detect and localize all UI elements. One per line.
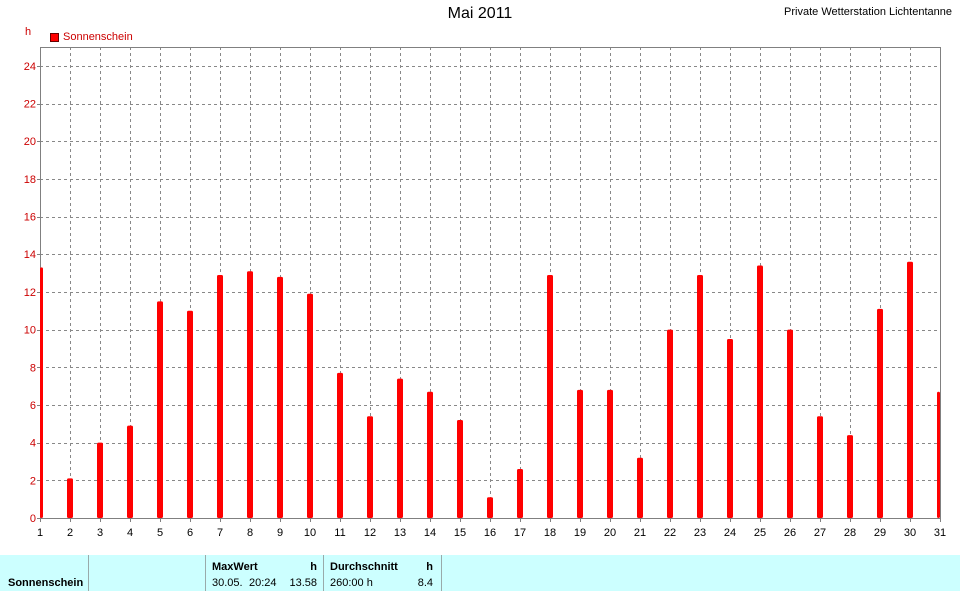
x-tick-label: 28 <box>844 527 856 539</box>
y-tick-label: 20 <box>24 136 36 148</box>
y-tick-label: 12 <box>24 287 36 299</box>
footer-avg-cell: Durchschnitt h 260:00 h 8.4 <box>324 555 442 591</box>
y-tick-label: 24 <box>24 61 36 73</box>
bar-day-14 <box>427 391 433 518</box>
x-tick-label: 1 <box>37 527 43 539</box>
bar-day-1 <box>40 267 43 518</box>
x-tick-label: 11 <box>334 527 345 539</box>
x-tick-label: 16 <box>484 527 496 539</box>
x-tick-label: 9 <box>277 527 283 539</box>
x-tick-label: 20 <box>604 527 616 539</box>
max-value: 13.58 <box>289 577 317 589</box>
y-tick-label: 0 <box>30 513 36 525</box>
max-date: 30.05. <box>212 577 243 589</box>
avg-total: 260:00 h <box>330 577 373 589</box>
max-time: 20:24 <box>249 577 277 589</box>
x-tick-label: 10 <box>304 527 316 539</box>
bar-day-25 <box>757 265 763 518</box>
x-tick-label: 13 <box>394 527 406 539</box>
max-header: MaxWert <box>212 561 258 573</box>
bar-day-31 <box>937 391 940 518</box>
y-axis-unit: h <box>25 26 32 38</box>
x-tick-label: 23 <box>694 527 706 539</box>
bar-day-12 <box>367 416 373 518</box>
statistics-footer: Sonnenschein MaxWert h 30.05. 20:24 13.5… <box>0 555 960 591</box>
avg-unit: h <box>426 561 433 573</box>
footer-max-cell: MaxWert h 30.05. 20:24 13.58 <box>206 555 324 591</box>
footer-row-label: Sonnenschein <box>8 577 84 589</box>
bar-day-21 <box>637 457 643 518</box>
x-tick-label: 5 <box>157 527 163 539</box>
x-tick-label: 18 <box>544 527 556 539</box>
x-tick-label: 29 <box>874 527 886 539</box>
legend-label: Sonnenschein <box>63 31 133 43</box>
x-tick-label: 22 <box>664 527 676 539</box>
x-tick-label: 4 <box>127 527 133 539</box>
avg-value: 8.4 <box>417 577 433 589</box>
max-unit: h <box>310 561 317 573</box>
x-tick-label: 19 <box>574 527 586 539</box>
bar-day-18 <box>547 274 553 518</box>
footer-label-cell: Sonnenschein <box>0 555 89 591</box>
x-tick-label: 6 <box>187 527 193 539</box>
bar-day-15 <box>457 420 463 518</box>
bar-day-4 <box>127 425 133 518</box>
y-tick-label: 14 <box>24 249 36 261</box>
bar-day-20 <box>607 389 613 518</box>
bar-day-11 <box>337 372 343 518</box>
legend-swatch <box>50 32 59 42</box>
bar-day-8 <box>247 271 253 518</box>
x-tick-label: 24 <box>724 527 736 539</box>
y-tick-label: 10 <box>24 325 36 337</box>
bar-day-16 <box>487 497 493 518</box>
bar-day-6 <box>187 310 193 518</box>
x-tick-label: 27 <box>814 527 826 539</box>
legend: Sonnenschein <box>50 31 133 43</box>
bar-day-29 <box>877 308 883 518</box>
x-tick-label: 31 <box>934 527 946 539</box>
bar-day-28 <box>847 435 853 518</box>
y-tick-label: 6 <box>30 400 36 412</box>
y-tick-label: 16 <box>24 212 36 224</box>
bar-day-23 <box>697 274 703 518</box>
bar-day-7 <box>217 274 223 518</box>
x-tick-label: 3 <box>97 527 103 539</box>
x-tick-label: 14 <box>424 527 436 539</box>
chart-title: Mai 2011 <box>447 5 513 22</box>
x-tick-label: 12 <box>364 527 376 539</box>
bar-day-24 <box>727 339 733 518</box>
y-tick-label: 8 <box>30 362 36 374</box>
station-name: Private Wetterstation Lichtentanne <box>784 6 952 18</box>
bar-day-10 <box>307 293 313 518</box>
bar-day-9 <box>277 276 283 518</box>
bar-day-17 <box>517 469 523 518</box>
x-tick-label: 8 <box>247 527 253 539</box>
bar-day-2 <box>67 478 73 518</box>
bar-day-19 <box>577 389 583 518</box>
y-tick-label: 22 <box>24 99 36 111</box>
x-tick-label: 21 <box>634 527 646 539</box>
y-tick-label: 4 <box>30 438 36 450</box>
y-tick-label: 18 <box>24 174 36 186</box>
bar-day-26 <box>787 329 793 518</box>
x-tick-label: 15 <box>454 527 466 539</box>
avg-header: Durchschnitt <box>330 561 398 573</box>
bar-day-27 <box>817 416 823 518</box>
x-tick-label: 25 <box>754 527 766 539</box>
bar-day-13 <box>397 378 403 518</box>
x-tick-label: 7 <box>217 527 223 539</box>
x-tick-label: 17 <box>514 527 526 539</box>
x-tick-label: 26 <box>784 527 796 539</box>
footer-empty-cell <box>89 555 206 591</box>
x-tick-label: 2 <box>67 527 73 539</box>
y-tick-label: 2 <box>30 475 36 487</box>
bar-day-30 <box>907 261 913 518</box>
x-tick-label: 30 <box>904 527 916 539</box>
bar-day-5 <box>157 301 163 518</box>
bar-day-3 <box>97 442 103 518</box>
bar-day-22 <box>667 329 673 518</box>
